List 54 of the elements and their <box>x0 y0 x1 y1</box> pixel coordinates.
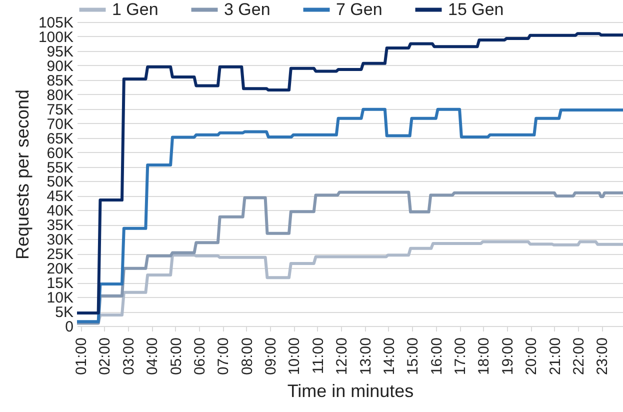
y-tick-label: 80K <box>46 86 74 104</box>
line-series <box>77 108 623 324</box>
x-tick-label: 07:00 <box>215 338 232 376</box>
y-tick-label: 30K <box>46 232 74 249</box>
x-tick-label: 03:00 <box>120 338 138 376</box>
x-tick-label: 22:00 <box>570 338 588 376</box>
y-tick-label: 50K <box>46 174 74 191</box>
line-series <box>77 190 623 325</box>
x-tick-label: 21:00 <box>546 338 564 376</box>
x-tick-label: 19:00 <box>499 338 516 376</box>
line-series <box>77 32 623 314</box>
x-tick-label: 04:00 <box>144 338 162 376</box>
x-tick-label: 17:00 <box>452 338 470 376</box>
y-tick-label: 45K <box>46 188 74 206</box>
y-tick-label: 25K <box>46 246 74 264</box>
y-tick-label: 35K <box>46 217 74 234</box>
x-tick-label: 12:00 <box>334 338 351 376</box>
x-tick-label: 10:00 <box>286 338 304 376</box>
y-tick-label: 90K <box>46 58 74 75</box>
x-tick-label: 02:00 <box>96 338 114 376</box>
y-tick-label: 15K <box>46 275 74 292</box>
x-tick-label: 13:00 <box>357 338 374 376</box>
y-tick-label: 105K <box>38 14 74 32</box>
x-tick-label: 05:00 <box>168 338 185 376</box>
x-tick-label: 16:00 <box>428 338 446 376</box>
x-tick-label: 18:00 <box>476 338 493 376</box>
y-axis-title: Requests per second <box>12 89 32 260</box>
x-tick-label: 14:00 <box>380 338 398 376</box>
legend-label: 7 Gen <box>336 0 382 19</box>
y-tick-label: 65K <box>46 130 74 148</box>
x-tick-label: 08:00 <box>238 338 256 376</box>
y-tick-label: 75K <box>46 101 74 118</box>
x-tick-label: 15:00 <box>404 338 422 376</box>
y-tick-label: 20K <box>46 260 74 278</box>
legend-label: 15 Gen <box>448 0 504 19</box>
y-tick-label: 85K <box>46 72 74 90</box>
x-tick-label: 01:00 <box>73 338 90 376</box>
legend-label: 1 Gen <box>112 0 158 19</box>
x-tick-label: 09:00 <box>262 338 280 376</box>
y-tick-label: 55K <box>46 159 74 176</box>
y-tick-label: 60K <box>46 144 74 162</box>
y-tick-label: 95K <box>46 43 74 60</box>
y-tick-label: 0 <box>65 318 74 336</box>
x-tick-label: 20:00 <box>523 338 540 376</box>
y-tick-label: 10K <box>46 290 74 307</box>
y-tick-label: 40K <box>46 202 74 220</box>
y-tick-label: 70K <box>46 116 74 133</box>
y-tick-label: 100K <box>38 28 74 46</box>
x-axis-title: Time in minutes <box>287 381 414 402</box>
x-tick-label: 23:00 <box>594 338 612 376</box>
y-tick-label: 5K <box>55 304 74 322</box>
legend-label: 3 Gen <box>224 0 270 19</box>
x-tick-label: 06:00 <box>191 338 208 376</box>
x-tick-label: 11:00 <box>310 338 327 374</box>
